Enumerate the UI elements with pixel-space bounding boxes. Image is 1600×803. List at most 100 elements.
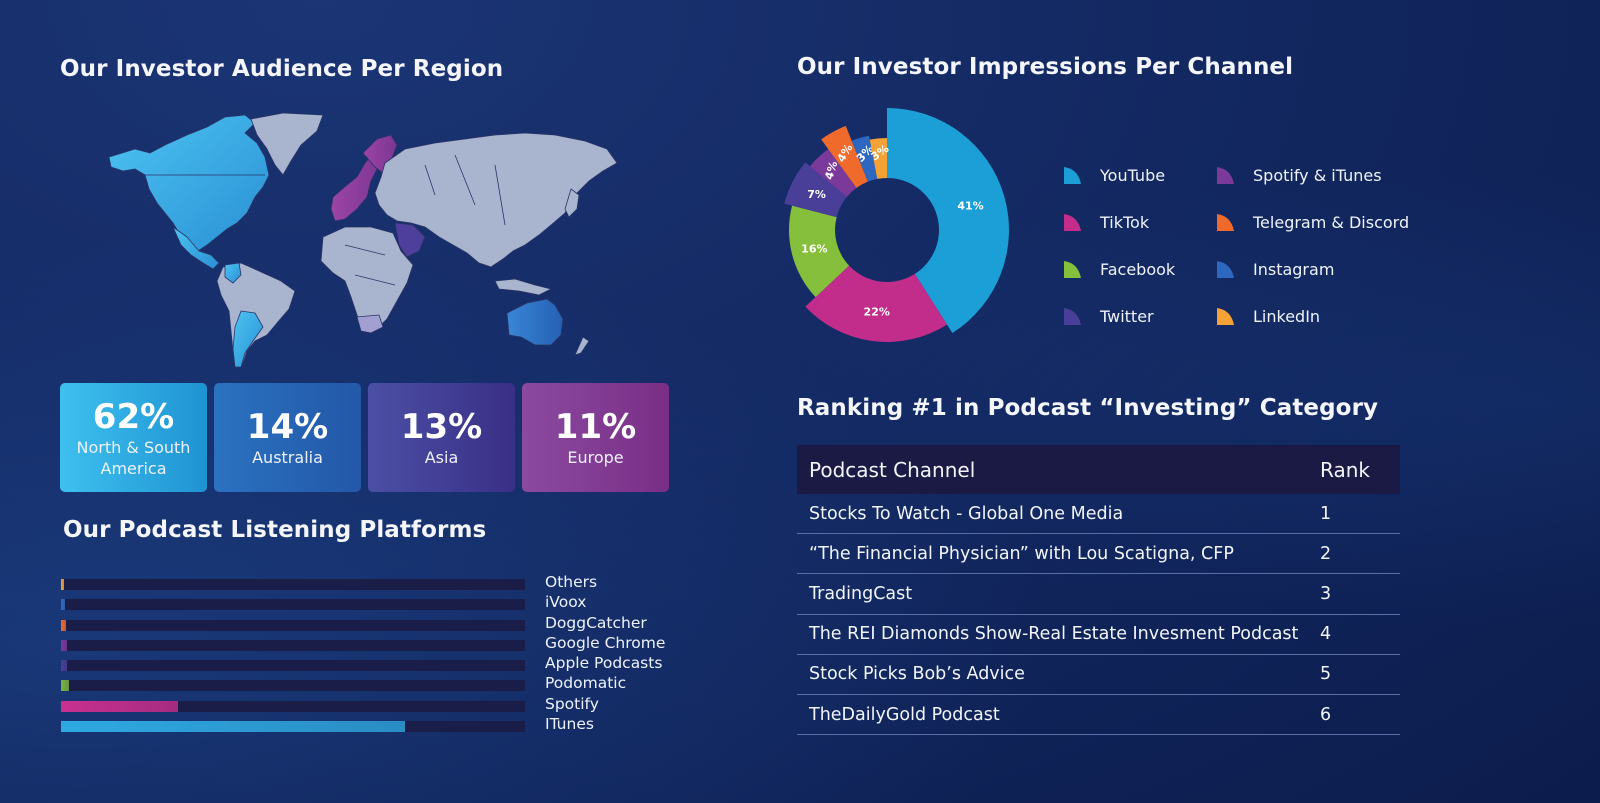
donut-label: 4% — [822, 160, 840, 182]
map-australia — [506, 298, 564, 346]
map-arabia — [394, 222, 426, 258]
platform-bar-track — [61, 660, 525, 672]
platform-label: Apple Podcasts — [545, 654, 663, 673]
rank-cell: 4 — [1320, 624, 1332, 645]
platform-row: Spotify — [61, 695, 681, 720]
region-percent: 11% — [554, 407, 637, 447]
region-card-americas: 62% North & South America — [60, 383, 207, 492]
legend-label: TikTok — [1100, 212, 1150, 232]
region-label: Australia — [252, 448, 323, 467]
rank-cell: 1 — [1320, 503, 1332, 524]
region-label: North & South America — [76, 437, 191, 478]
platform-bar-track — [61, 639, 525, 651]
legend-item: Twitter — [1062, 306, 1215, 326]
region-card-europe: 11% Europe — [522, 383, 669, 492]
table-row: The REI Diamonds Show-Real Estate Invesm… — [797, 615, 1400, 655]
legend-swatch-icon — [1064, 214, 1081, 231]
legend-item: Facebook — [1062, 259, 1215, 279]
platform-bar-fill — [61, 660, 68, 672]
legend-label: Facebook — [1100, 259, 1176, 279]
region-cards: 62% North & South America 14% Australia … — [60, 383, 669, 492]
donut-slice-twitter — [784, 162, 847, 218]
legend-item: Spotify & iTunes — [1215, 165, 1415, 185]
platform-label: Podomatic — [545, 674, 627, 693]
platform-bar-fill — [61, 639, 68, 651]
region-section-title: Our Investor Audience Per Region — [60, 56, 504, 82]
table-row: TheDailyGold Podcast 6 — [797, 695, 1400, 736]
map-greenland — [250, 112, 324, 176]
legend-item: Instagram — [1215, 259, 1415, 279]
donut-label: 22% — [864, 305, 890, 318]
rank-cell: 6 — [1320, 704, 1332, 725]
legend-label: LinkedIn — [1253, 306, 1321, 326]
podcast-channel-cell: Stock Picks Bob’s Advice — [809, 664, 1025, 685]
map-indonesia — [494, 278, 552, 296]
map-eurasia — [374, 132, 618, 268]
map-argentina-chile — [232, 310, 264, 368]
region-percent: 13% — [400, 407, 483, 447]
platform-bar-fill — [61, 599, 66, 611]
legend-swatch-icon — [1217, 167, 1234, 184]
platform-bar-track — [61, 721, 525, 733]
podcast-channel-cell: “The Financial Physician” with Lou Scati… — [809, 543, 1234, 564]
podcast-channel-cell: Stocks To Watch - Global One Media — [809, 503, 1124, 524]
donut-slice-youtube — [887, 108, 1009, 334]
region-percent: 62% — [92, 396, 175, 437]
donut-slice-telegram-discord — [821, 125, 868, 188]
map-central-america — [172, 226, 220, 270]
donut-slice-tiktok — [805, 265, 948, 342]
legend-item: LinkedIn — [1215, 306, 1415, 326]
platform-bar-track — [61, 700, 525, 712]
legend-label: YouTube — [1100, 165, 1166, 185]
platform-row: Apple Podcasts — [61, 654, 681, 679]
region-label: Europe — [567, 448, 624, 467]
platform-row: Podomatic — [61, 674, 681, 699]
region-card-australia: 14% Australia — [214, 383, 361, 492]
legend-swatch-icon — [1217, 308, 1234, 325]
donut-slice-facebook — [789, 205, 850, 298]
map-new-zealand — [574, 336, 590, 356]
table-header: Podcast Channel Rank — [797, 445, 1400, 494]
platform-label: Spotify — [545, 694, 599, 713]
map-japan — [564, 188, 580, 218]
platform-bar-fill — [61, 619, 67, 631]
ranking-section-title: Ranking #1 in Podcast “Investing” Catego… — [797, 395, 1379, 421]
channel-legend: YouTube Spotify & iTunes TikTok Telegram & … — [1062, 165, 1415, 326]
donut-label: 16% — [801, 243, 827, 256]
platform-label: Others — [545, 573, 598, 591]
platforms-section-title: Our Podcast Listening Platforms — [63, 517, 487, 543]
platform-row: Google Chrome — [61, 634, 681, 659]
legend-swatch-icon — [1064, 167, 1081, 184]
map-europe-west — [330, 148, 386, 222]
map-colombia — [224, 262, 242, 284]
region-percent: 14% — [246, 407, 329, 447]
platform-bar-track — [61, 579, 525, 590]
table-row: TradingCast 3 — [797, 574, 1400, 615]
rank-cell: 5 — [1320, 664, 1332, 685]
platform-bar-fill — [61, 700, 178, 712]
channel-section-title: Our Investor Impressions Per Channel — [797, 54, 1294, 80]
map-south-africa — [356, 314, 384, 334]
legend-label: Instagram — [1253, 259, 1335, 279]
legend-swatch-icon — [1217, 261, 1234, 278]
map-north-america — [108, 114, 270, 254]
table-row: Stock Picks Bob’s Advice 5 — [797, 655, 1400, 695]
platform-bar-fill — [61, 721, 406, 733]
region-card-asia: 13% Asia — [368, 383, 515, 492]
platform-row: DoggCatcher — [61, 614, 681, 639]
platform-row: ITunes — [61, 715, 681, 740]
podcast-channel-cell: The REI Diamonds Show-Real Estate Invesm… — [809, 624, 1299, 645]
region-label: Asia — [424, 448, 459, 467]
legend-item: TikTok — [1062, 212, 1215, 232]
world-map — [108, 112, 618, 368]
table-row: “The Financial Physician” with Lou Scati… — [797, 534, 1400, 575]
rank-cell: 3 — [1320, 583, 1332, 604]
platform-bar-track — [61, 680, 525, 692]
rank-cell: 2 — [1320, 543, 1332, 564]
channel-donut-chart: 41%22%16%7%4%4%3%3% — [784, 108, 1009, 342]
header-channel: Podcast Channel — [809, 457, 976, 482]
header-rank: Rank — [1320, 457, 1370, 482]
podcast-channel-cell: TheDailyGold Podcast — [809, 704, 1000, 725]
donut-slice-spotify-itunes — [809, 149, 857, 197]
table-row: Stocks To Watch - Global One Media 1 — [797, 494, 1400, 535]
